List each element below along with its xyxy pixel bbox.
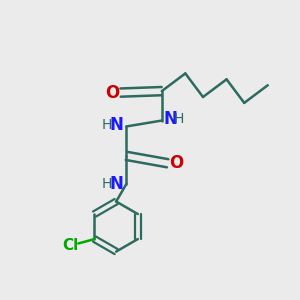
Text: N: N	[163, 110, 177, 128]
Text: O: O	[105, 84, 119, 102]
Text: H: H	[174, 112, 184, 126]
Text: N: N	[110, 175, 124, 193]
Text: H: H	[102, 177, 112, 191]
Text: O: O	[169, 154, 183, 172]
Text: Cl: Cl	[62, 238, 78, 253]
Text: H: H	[102, 118, 112, 132]
Text: N: N	[110, 116, 124, 134]
